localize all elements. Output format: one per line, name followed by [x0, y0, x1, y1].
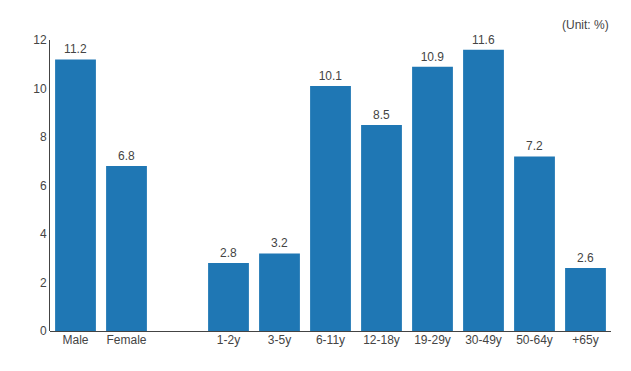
svg-text:Female: Female	[106, 333, 146, 347]
svg-text:10.9: 10.9	[421, 50, 445, 64]
svg-text:50-64y: 50-64y	[516, 333, 553, 347]
svg-text:1-2y: 1-2y	[217, 333, 240, 347]
svg-text:8.5: 8.5	[373, 108, 390, 122]
svg-text:11.2: 11.2	[64, 42, 87, 56]
svg-text:2.8: 2.8	[220, 246, 237, 260]
svg-text:2: 2	[40, 276, 47, 290]
svg-text:7.2: 7.2	[526, 139, 543, 153]
svg-text:11.6: 11.6	[472, 33, 495, 47]
svg-text:3-5y: 3-5y	[268, 333, 291, 347]
svg-text:6: 6	[40, 179, 47, 193]
svg-text:10.1: 10.1	[319, 69, 343, 83]
svg-text:+65y: +65y	[572, 333, 598, 347]
svg-text:0: 0	[40, 324, 47, 338]
svg-text:3.2: 3.2	[271, 236, 288, 250]
svg-text:6.8: 6.8	[118, 149, 135, 163]
svg-text:6-11y: 6-11y	[316, 333, 345, 347]
svg-text:4: 4	[40, 227, 47, 241]
svg-text:(Unit: %): (Unit: %)	[562, 18, 609, 32]
svg-text:12-18y: 12-18y	[363, 333, 400, 347]
svg-text:12: 12	[33, 33, 47, 47]
svg-text:10: 10	[33, 82, 47, 96]
svg-text:30-49y: 30-49y	[465, 333, 502, 347]
svg-text:19-29y: 19-29y	[414, 333, 451, 347]
svg-text:2.6: 2.6	[577, 251, 594, 265]
svg-text:8: 8	[40, 130, 47, 144]
svg-text:Male: Male	[62, 333, 88, 347]
